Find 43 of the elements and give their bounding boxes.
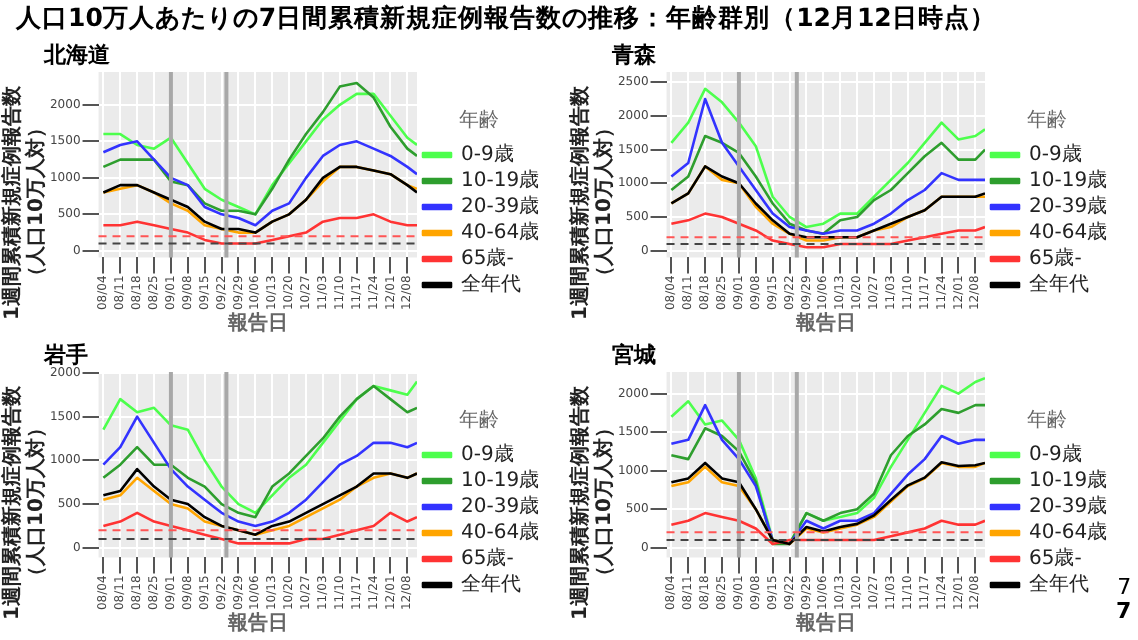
legend-label: 10-19歳 xyxy=(1029,468,1108,493)
chart-title: 宮城 xyxy=(612,340,656,370)
legend-label: 40-64歳 xyxy=(1029,220,1108,245)
y-axis-title: 1週間累積新規症例報告数（人口10万人対） xyxy=(570,385,618,619)
x-axis-title: 報告日 xyxy=(225,611,288,636)
legend-label: 40-64歳 xyxy=(461,220,540,245)
y-axis-title: 1週間累積新規症例報告数（人口10万人対） xyxy=(2,85,50,319)
x-axis-title: 報告日 xyxy=(793,311,856,336)
chart-title: 青森 xyxy=(612,40,656,70)
y-axis-title: 1週間累積新規症例報告数（人口10万人対） xyxy=(2,385,50,619)
legend-title: 年齢 xyxy=(1026,408,1067,433)
legend-label: 20-39歳 xyxy=(461,494,540,519)
legend-label: 65歳- xyxy=(1029,546,1083,571)
x-axis-title: 報告日 xyxy=(793,611,856,636)
text: 7 xyxy=(1116,598,1132,624)
legend-label: 0-9歳 xyxy=(461,142,514,167)
legend-label: 40-64歳 xyxy=(1029,520,1108,545)
legend-title: 年齢 xyxy=(458,408,499,433)
legend-title: 年齢 xyxy=(1026,108,1067,133)
legend-label: 全年代 xyxy=(1029,272,1089,297)
legend-label: 65歳- xyxy=(1029,246,1083,271)
chart-title: 岩手 xyxy=(44,340,88,368)
chart-title: 北海道 xyxy=(44,40,110,70)
legend-label: 0-9歳 xyxy=(461,442,514,467)
legend-label: 10-19歳 xyxy=(461,468,540,493)
x-axis-title: 報告日 xyxy=(225,311,288,336)
legend-label: 40-64歳 xyxy=(461,520,540,545)
legend-label: 20-39歳 xyxy=(1029,194,1108,219)
legend-label: 0-9歳 xyxy=(1029,142,1082,167)
legend-label: 65歳- xyxy=(461,246,515,271)
legend-label: 全年代 xyxy=(461,572,521,597)
legend-label: 0-9歳 xyxy=(1029,442,1082,467)
legend-label: 65歳- xyxy=(461,546,515,571)
text: 7 xyxy=(1116,574,1132,600)
legend-label: 20-39歳 xyxy=(461,194,540,219)
legend-label: 全年代 xyxy=(1029,572,1089,597)
legend-label: 全年代 xyxy=(461,272,521,297)
legend-label: 10-19歳 xyxy=(1029,168,1108,193)
text: 人口10万人あたりの7日間累積新規症例報告数の推移：年齢群別（12月12日時点） xyxy=(16,2,996,36)
legend-label: 10-19歳 xyxy=(461,168,540,193)
y-axis-title: 1週間累積新規症例報告数（人口10万人対） xyxy=(570,85,618,319)
legend-title: 年齢 xyxy=(458,108,499,133)
legend-label: 20-39歳 xyxy=(1029,494,1108,519)
